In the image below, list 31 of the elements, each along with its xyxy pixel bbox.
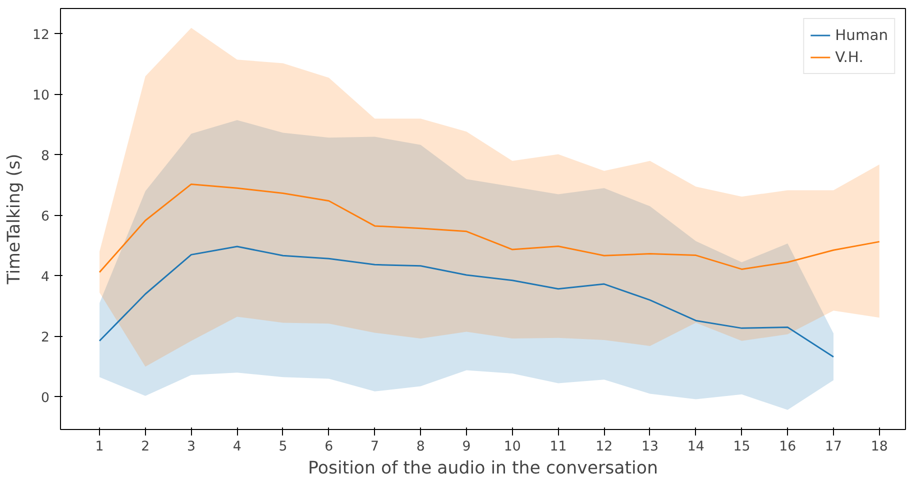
x-tick-label: 16 <box>779 440 796 454</box>
x-tick-label: 8 <box>416 440 425 454</box>
line-series <box>98 246 834 358</box>
x-tick-label: 12 <box>596 440 613 454</box>
x-tick-label: 6 <box>324 440 334 454</box>
x-tick-label: 2 <box>141 440 150 454</box>
y-tick-label: 8 <box>41 148 50 164</box>
x-tick-label: 7 <box>370 440 379 454</box>
line-series <box>98 183 880 273</box>
x-tick-label: 5 <box>278 440 288 454</box>
x-tick-label: 3 <box>187 440 196 454</box>
x-tick-label: 17 <box>825 440 842 454</box>
x-tick-label: 18 <box>870 440 888 454</box>
y-tick-label: 0 <box>41 390 50 406</box>
y-tick-label: 6 <box>41 209 50 224</box>
legend-label: V.H. <box>835 48 864 66</box>
y-tick-label: 12 <box>32 28 50 43</box>
y-tick-label: 10 <box>32 88 50 104</box>
y-axis-title: TimeTalking (s) <box>4 154 25 286</box>
x-axis-title: Position of the audio in the conversation <box>308 458 658 478</box>
x-tick-label: 13 <box>642 440 658 454</box>
x-tick-label: 4 <box>232 440 242 454</box>
y-tick-label: 2 <box>41 330 50 346</box>
x-tick-label: 15 <box>733 440 750 454</box>
x-tick-label: 9 <box>462 440 471 454</box>
x-tick-label: 14 <box>687 440 704 454</box>
legend-label: Human <box>835 26 888 44</box>
x-tick-label: 1 <box>95 440 104 454</box>
x-tick-label: 10 <box>504 440 521 454</box>
y-tick-label: 4 <box>41 270 50 285</box>
x-tick-label: 11 <box>550 440 567 454</box>
